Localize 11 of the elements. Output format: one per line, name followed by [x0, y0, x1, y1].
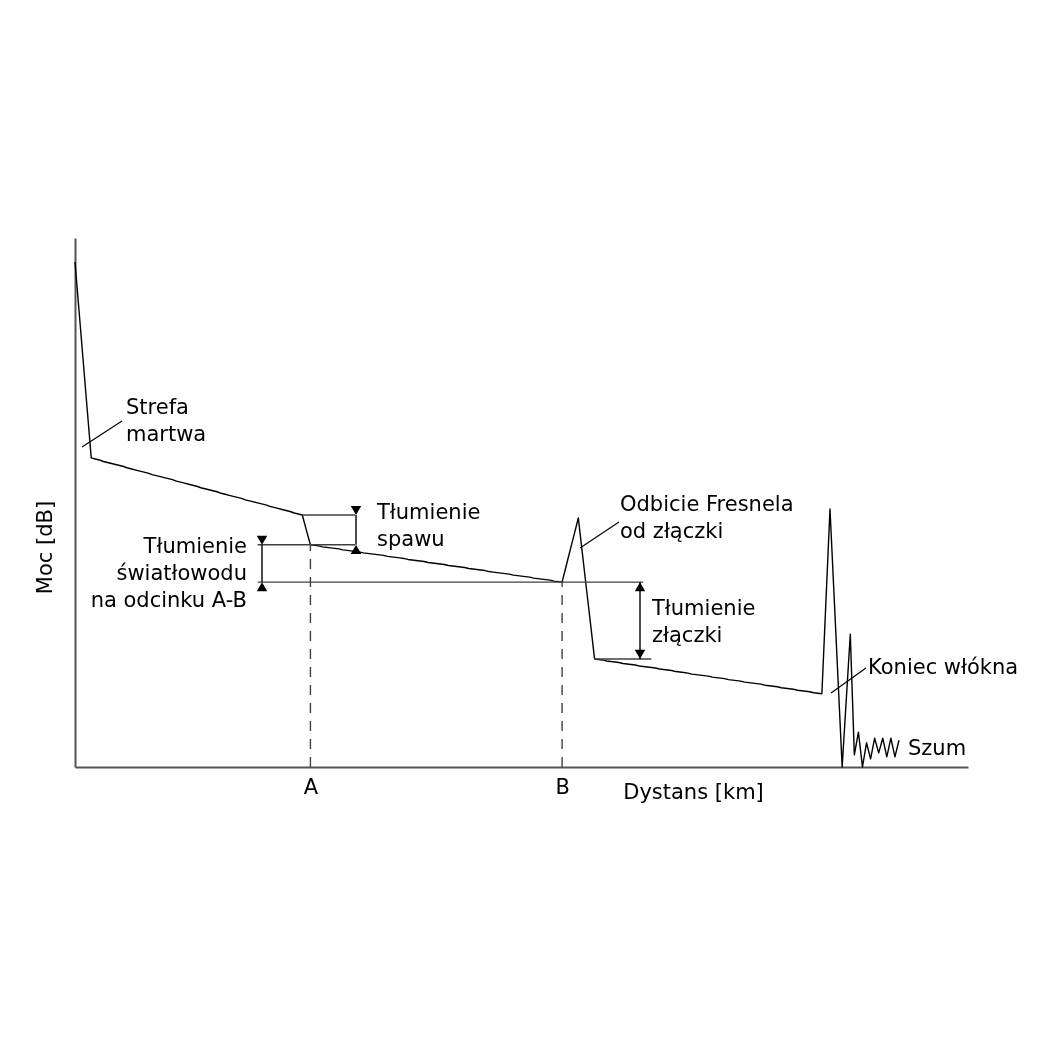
annotation: Koniec włókna	[868, 655, 1019, 679]
annotation: Strefa martwa	[126, 395, 207, 446]
annotation: Tłumienie złączki	[651, 596, 756, 647]
annotation: Tłumienie światłowodu na odcinku A-B	[90, 534, 247, 612]
x-tick-label: B	[555, 774, 570, 799]
annotation: Odbicie Fresnela od złączki	[620, 492, 794, 543]
x-tick-label: A	[303, 774, 319, 799]
y-axis-title: Moc [dB]	[32, 500, 57, 595]
annotation: Tłumienie spawu	[376, 500, 481, 551]
x-axis-title: Dystans [km]	[623, 779, 764, 804]
annotation: Szum	[908, 736, 967, 760]
